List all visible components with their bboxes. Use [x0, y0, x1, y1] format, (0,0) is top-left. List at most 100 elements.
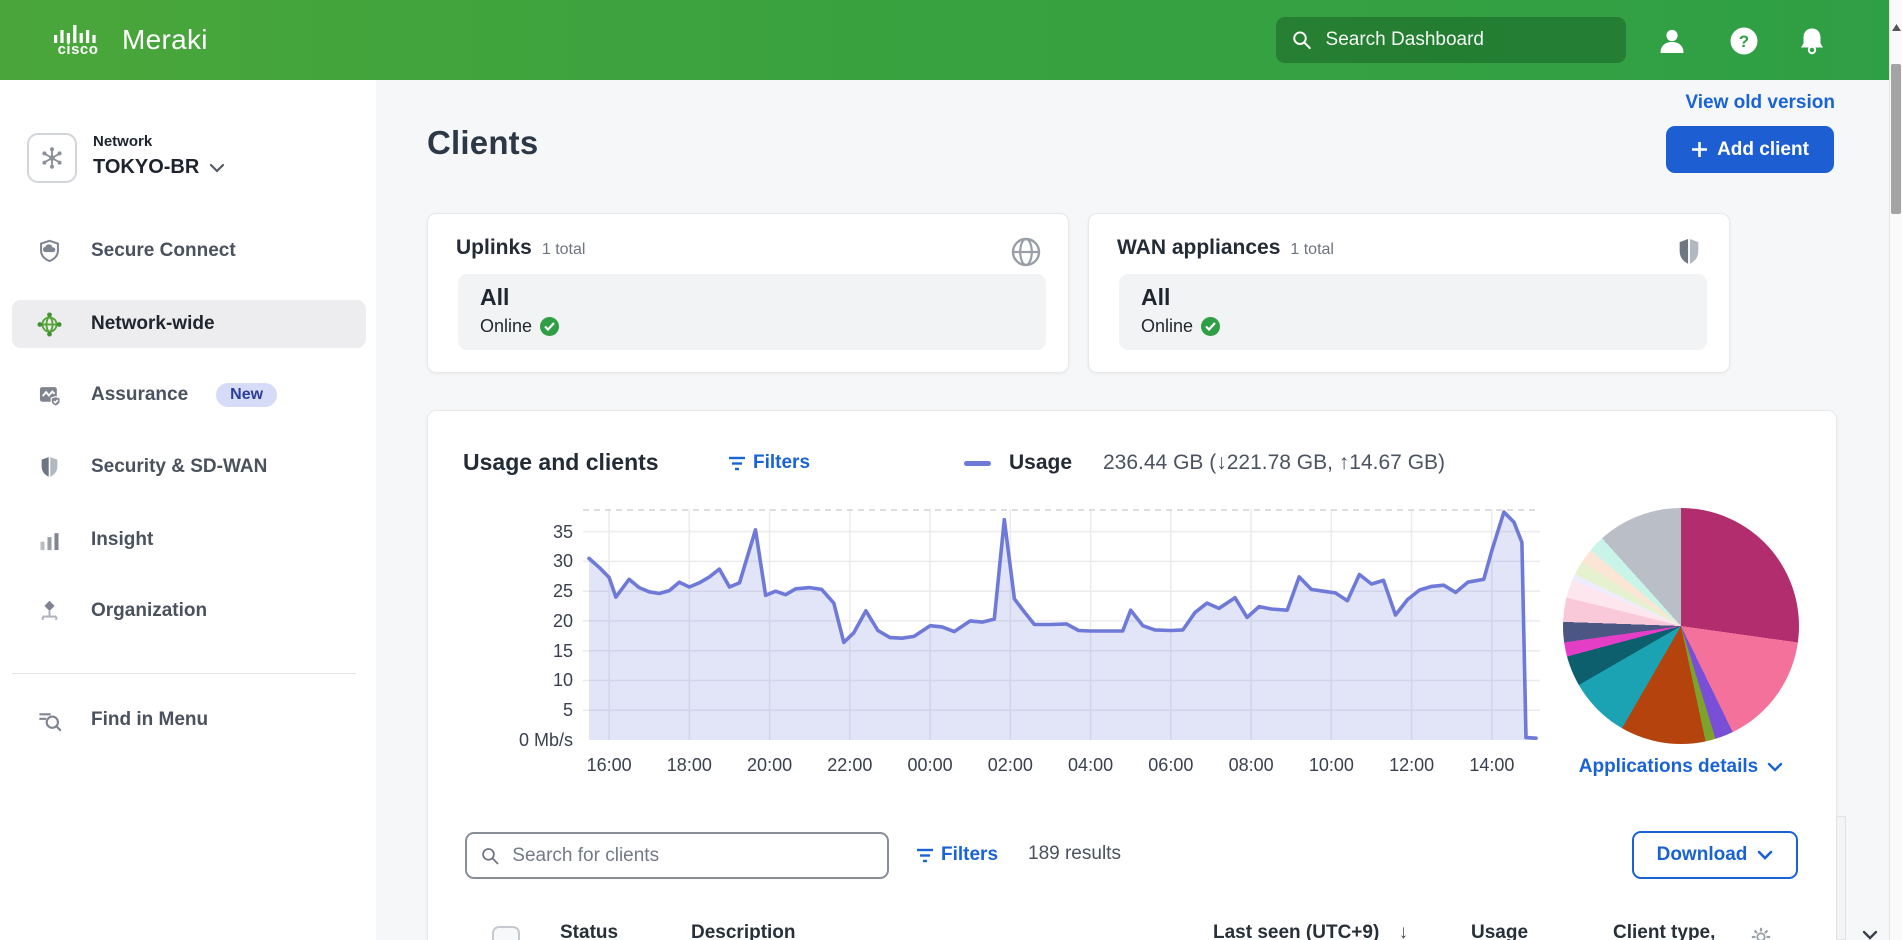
wan-card-title: WAN appliances [1117, 236, 1280, 260]
find-in-menu[interactable]: Find in Menu [12, 696, 366, 744]
download-label: Download [1657, 844, 1748, 866]
search-icon [1292, 29, 1312, 51]
brand-logo[interactable]: cisco Meraki [0, 23, 208, 57]
x-tick-label: 08:00 [1206, 755, 1296, 776]
page-scrollbar-thumb[interactable] [1891, 64, 1901, 214]
column-header-description[interactable]: Description [691, 922, 796, 940]
x-tick-label: 06:00 [1126, 755, 1216, 776]
x-tick-label: 16:00 [564, 755, 654, 776]
wan-status-text: Online [1141, 316, 1193, 337]
applications-pie-chart [1563, 508, 1799, 744]
y-tick-label: 20 [427, 610, 573, 632]
shield-cloud-icon [36, 238, 63, 265]
applications-details-link[interactable]: Applications details [1563, 756, 1799, 778]
filter-icon [916, 848, 934, 863]
chevron-down-icon [209, 163, 225, 173]
select-all-checkbox[interactable] [492, 926, 520, 940]
plus-icon [1691, 141, 1708, 158]
search-icon [481, 846, 499, 866]
network-selector[interactable]: TOKYO-BR [93, 156, 225, 179]
sidebar-item-security-sdwan[interactable]: Security & SD-WAN [12, 443, 366, 491]
online-check-icon [540, 317, 559, 336]
usage-legend-stats: 236.44 GB (↓221.78 GB, ↑14.67 GB) [1103, 451, 1445, 475]
top-bar: cisco Meraki ? [0, 0, 1902, 80]
sidebar-divider [12, 673, 356, 674]
search-dashboard-input[interactable] [1324, 28, 1610, 52]
y-tick-label: 0 Mb/s [427, 729, 573, 751]
table-options-chevron-icon[interactable] [1862, 930, 1878, 940]
x-tick-label: 04:00 [1046, 755, 1136, 776]
sort-descending-icon: ↓ [1399, 922, 1409, 940]
bar-chart-icon [36, 527, 63, 554]
chevron-down-icon [1757, 850, 1773, 860]
wan-status-panel[interactable]: All Online [1119, 274, 1707, 350]
wan-card-count: 1 total [1290, 241, 1334, 259]
download-button[interactable]: Download [1632, 831, 1798, 879]
y-tick-label: 10 [427, 669, 573, 691]
add-client-button[interactable]: Add client [1666, 126, 1834, 173]
column-settings-gear-icon[interactable] [1750, 926, 1772, 940]
column-header-status[interactable]: Status [560, 922, 618, 940]
search-clients-input[interactable] [510, 844, 873, 868]
add-client-label: Add client [1717, 139, 1809, 161]
online-check-icon [1201, 317, 1220, 336]
sidebar: Network TOKYO-BR Secure Connect [0, 80, 376, 940]
account-icon[interactable] [1657, 26, 1687, 56]
sidebar-item-label: Assurance [91, 384, 188, 406]
meraki-wordmark: Meraki [122, 24, 208, 56]
usage-legend-name: Usage [1009, 451, 1072, 475]
sidebar-item-label: Organization [91, 600, 207, 622]
cisco-wordmark: cisco [58, 43, 99, 57]
sidebar-item-label: Security & SD-WAN [91, 456, 267, 478]
page-scrollbar[interactable] [1889, 0, 1902, 940]
uplinks-status-panel[interactable]: All Online [458, 274, 1046, 350]
clients-filters-label: Filters [941, 844, 998, 866]
sidebar-item-label: Insight [91, 529, 153, 551]
shield-icon [1675, 236, 1703, 268]
sidebar-item-label: Secure Connect [91, 240, 236, 262]
svg-text:?: ? [1739, 32, 1749, 51]
x-tick-label: 14:00 [1447, 755, 1537, 776]
clients-search-box[interactable] [465, 832, 889, 879]
usage-filters-button[interactable]: Filters [728, 452, 810, 474]
sidebar-item-organization[interactable]: Organization [12, 587, 366, 635]
column-header-usage[interactable]: Usage [1471, 922, 1528, 940]
usage-legend-swatch [964, 461, 991, 466]
help-icon[interactable]: ? [1729, 26, 1759, 56]
usage-chart-y-axis: 35302520151050 Mb/s [427, 509, 573, 740]
sidebar-item-secure-connect[interactable]: Secure Connect [12, 227, 366, 275]
sidebar-item-network-wide[interactable]: Network-wide [12, 300, 366, 348]
wan-appliances-card: WAN appliances 1 total All Online [1088, 213, 1730, 373]
uplinks-card-count: 1 total [542, 241, 586, 259]
wan-scope: All [1141, 284, 1707, 311]
x-tick-label: 22:00 [805, 755, 895, 776]
sidebar-item-label: Network-wide [91, 313, 215, 335]
sidebar-item-insight[interactable]: Insight [12, 516, 366, 564]
find-in-menu-label: Find in Menu [91, 709, 208, 731]
globe-icon [1010, 236, 1042, 268]
find-in-menu-icon [36, 707, 63, 734]
uplinks-status-text: Online [480, 316, 532, 337]
network-icon [27, 133, 77, 183]
x-tick-label: 20:00 [725, 755, 815, 776]
assurance-icon [36, 382, 63, 409]
sidebar-item-assurance[interactable]: Assurance New [12, 371, 366, 419]
view-old-version-link[interactable]: View old version [1666, 92, 1835, 114]
last-seen-label: Last seen (UTC+9) [1213, 922, 1379, 940]
dashboard-search[interactable] [1276, 17, 1626, 63]
notifications-bell-icon[interactable] [1797, 26, 1827, 56]
clients-filters-button[interactable]: Filters [916, 844, 998, 866]
shield-split-icon [36, 454, 63, 481]
x-tick-label: 12:00 [1367, 755, 1457, 776]
network-name: TOKYO-BR [93, 156, 199, 179]
uplinks-card-title: Uplinks [456, 236, 532, 260]
y-tick-label: 35 [427, 521, 573, 543]
table-scrollbar-track[interactable] [1836, 816, 1846, 940]
column-header-client-type[interactable]: Client type, [1613, 922, 1715, 940]
results-count: 189 results [1028, 843, 1121, 865]
network-label: Network [93, 133, 152, 150]
column-header-last-seen[interactable]: Last seen (UTC+9) ↓ [1213, 922, 1408, 940]
y-tick-label: 25 [427, 580, 573, 602]
x-tick-label: 00:00 [885, 755, 975, 776]
scroll-up-arrow-icon[interactable] [1892, 24, 1901, 31]
